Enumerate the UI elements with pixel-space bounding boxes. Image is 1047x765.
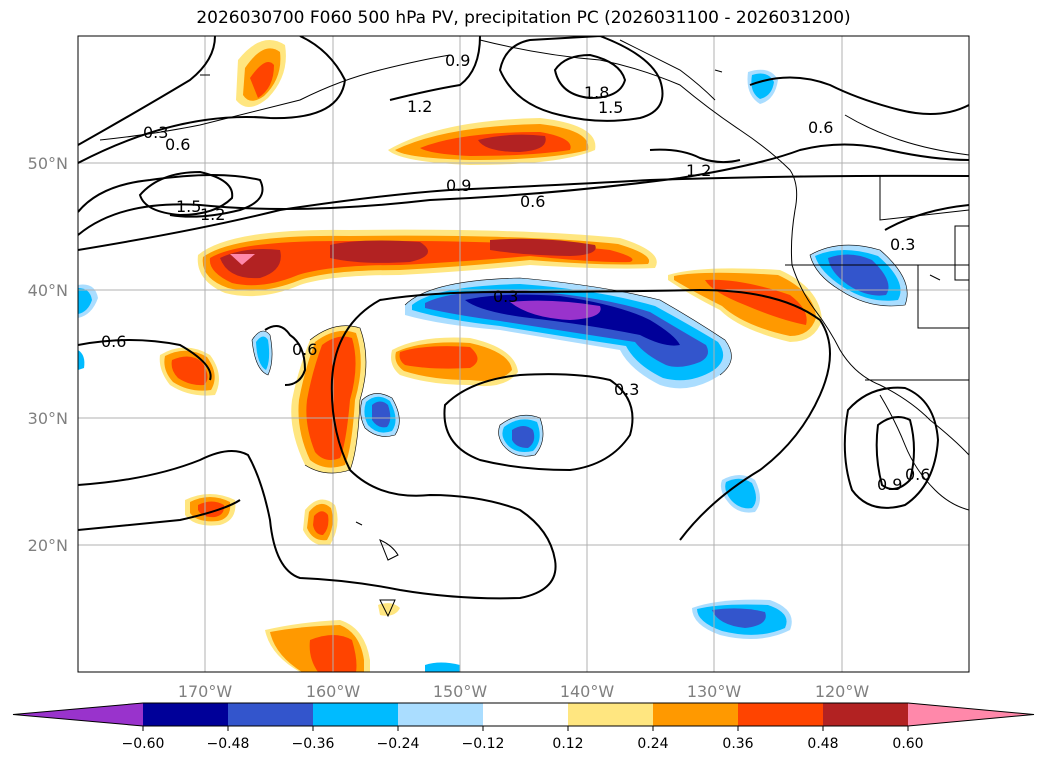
map-title: 2026030700 F060 500 hPa PV, precipitatio… [196, 8, 851, 28]
colorbar-tick-label: 0.24 [637, 736, 668, 752]
coastlines [99, 39, 969, 618]
colorbar: −0.60 −0.48 −0.36 −0.24 −0.12 0.12 0.24 0.36 0.4… [12, 702, 1035, 752]
colorbar-tick-label: −0.48 [207, 736, 250, 752]
colorbar-segment [823, 703, 908, 726]
shading-outlines [251, 244, 908, 474]
contour-label: 1.2 [200, 205, 225, 224]
lat-label: 40°N [28, 281, 68, 300]
contour-label: 0.6 [520, 192, 545, 211]
map-frame [77, 35, 970, 673]
contour-label: 0.9 [445, 51, 470, 70]
lon-label: 130°W [687, 682, 742, 701]
lon-label: 150°W [433, 682, 488, 701]
map-plot: 0.9 1.8 1.5 1.2 0.3 0.6 0.6 1.5 1.2 0.9 … [78, 36, 969, 672]
lat-label: 50°N [28, 154, 68, 173]
graticule [78, 36, 969, 672]
colorbar-segment [483, 703, 568, 726]
contour-label: 0.6 [905, 465, 930, 484]
colorbar-segment [313, 703, 398, 726]
contour-label: 1.5 [598, 98, 623, 117]
colorbar-tick-label: −0.36 [292, 736, 335, 752]
colorbar-segment [398, 703, 483, 726]
pv-contours [78, 36, 969, 600]
lat-labels: 50°N 40°N 30°N 20°N [28, 154, 68, 555]
colorbar-segment [738, 703, 823, 726]
colorbar-tick-label: 0.36 [722, 736, 753, 752]
contour-label: 0.3 [493, 287, 518, 306]
contour-label: 0.6 [808, 118, 833, 137]
colorbar-tick-label: −0.60 [122, 736, 165, 752]
colorbar-segment [653, 703, 738, 726]
colorbar-segment [143, 703, 228, 726]
contour-label: 1.5 [176, 197, 201, 216]
contour-label: 0.3 [890, 235, 915, 254]
contour-labels: 0.9 1.8 1.5 1.2 0.3 0.6 0.6 1.5 1.2 0.9 … [101, 51, 930, 494]
colorbar-extend-high [908, 703, 1034, 726]
lon-label: 170°W [178, 682, 233, 701]
colorbar-tick-label: 0.60 [892, 736, 923, 752]
contour-label: 1.2 [407, 97, 432, 116]
colorbar-segment [228, 703, 313, 726]
contour-label: 0.9 [877, 475, 902, 494]
contour-label: 0.6 [101, 332, 126, 351]
colorbar-tick-label: −0.24 [377, 736, 420, 752]
lat-label: 20°N [28, 536, 68, 555]
lon-label: 160°W [306, 682, 361, 701]
colorbar-tick-label: −0.12 [462, 736, 505, 752]
lon-labels: 170°W 160°W 150°W 140°W 130°W 120°W [178, 682, 870, 701]
contour-label: 0.9 [446, 176, 471, 195]
contour-label: 1.8 [584, 83, 609, 102]
colorbar-tick-label: 0.12 [552, 736, 583, 752]
lat-label: 30°N [28, 409, 68, 428]
lon-label: 120°W [815, 682, 870, 701]
colorbar-segment [568, 703, 653, 726]
contour-label: 0.6 [165, 135, 190, 154]
colorbar-tick-label: 0.48 [807, 736, 838, 752]
contour-label: 0.3 [143, 123, 168, 142]
colorbar-extend-low [13, 703, 143, 726]
contour-label: 0.3 [614, 380, 639, 399]
contour-label: 1.2 [686, 161, 711, 180]
lon-label: 140°W [560, 682, 615, 701]
precip-shading [78, 40, 908, 672]
contour-label: 0.6 [292, 340, 317, 359]
